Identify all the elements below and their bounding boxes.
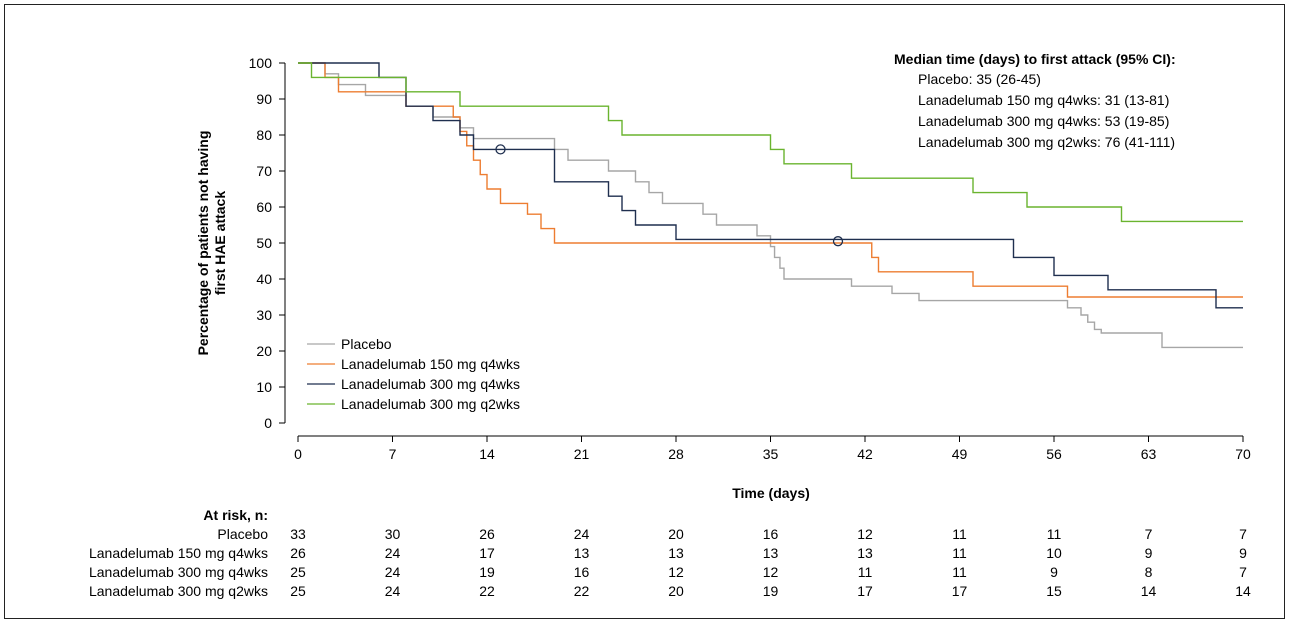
at-risk-value: 24 [385, 583, 401, 599]
at-risk-value: 16 [763, 526, 779, 542]
at-risk-value: 12 [763, 564, 779, 580]
at-risk-value: 26 [290, 545, 306, 561]
at-risk-row-label: Lanadelumab 300 mg q2wks [89, 583, 268, 599]
at-risk-value: 19 [763, 583, 779, 599]
y-tick-label: 60 [256, 199, 272, 215]
series-line-lanadelumab-300-mg-q4wks [298, 62, 1243, 309]
at-risk-value: 7 [1145, 526, 1153, 542]
x-tick-label: 35 [763, 446, 779, 462]
figure-frame [4, 4, 1285, 619]
y-ticks: 0 10 20 30 40 50 60 70 80 90 100 [249, 55, 285, 431]
x-tick-label: 21 [574, 446, 590, 462]
at-risk-value: 17 [479, 545, 495, 561]
at-risk-value: 22 [574, 583, 590, 599]
at-risk-value: 9 [1239, 545, 1247, 561]
x-tick-label: 63 [1141, 446, 1157, 462]
legend-label: Lanadelumab 300 mg q4wks [341, 376, 520, 392]
at-risk-value: 22 [479, 583, 495, 599]
at-risk-value: 26 [479, 526, 495, 542]
at-risk-row-label: Lanadelumab 150 mg q4wks [89, 545, 268, 561]
at-risk-row-label: Placebo [217, 526, 268, 542]
at-risk-value: 17 [952, 583, 968, 599]
at-risk-value: 13 [668, 545, 684, 561]
at-risk-value: 10 [1046, 545, 1062, 561]
y-tick-label: 40 [256, 271, 272, 287]
x-tick-label: 42 [857, 446, 873, 462]
at-risk-value: 13 [857, 545, 873, 561]
at-risk-value: 11 [1047, 526, 1062, 542]
x-tick-label: 49 [952, 446, 968, 462]
at-risk-value: 13 [574, 545, 590, 561]
annotation-line: Lanadelumab 300 mg q4wks: 53 (19-85) [918, 113, 1169, 129]
at-risk-value: 12 [668, 564, 684, 580]
y-axis-title-line-1: Percentage of patients not having [195, 131, 211, 356]
at-risk-value: 16 [574, 564, 590, 580]
x-ticks: 0 7 14 21 28 35 42 49 56 63 70 [294, 436, 1251, 462]
censor-markers [495, 144, 844, 247]
y-tick-label: 20 [256, 343, 272, 359]
at-risk-value: 9 [1145, 545, 1153, 561]
at-risk-value: 25 [290, 564, 306, 580]
at-risk-value: 19 [479, 564, 495, 580]
at-risk-value: 11 [858, 564, 873, 580]
legend: Placebo Lanadelumab 150 mg q4wks Lanadel… [307, 336, 520, 412]
y-tick-label: 80 [256, 127, 272, 143]
y-tick-label: 100 [249, 55, 273, 71]
at-risk-value: 11 [952, 545, 967, 561]
at-risk-value: 14 [1235, 583, 1251, 599]
at-risk-value: 14 [1141, 583, 1157, 599]
series-group [298, 62, 1243, 349]
y-tick-label: 90 [256, 91, 272, 107]
at-risk-value: 25 [290, 583, 306, 599]
x-tick-label: 14 [479, 446, 495, 462]
y-axis-title-line-2: first HAE attack [212, 191, 228, 295]
y-tick-label: 50 [256, 235, 272, 251]
annotation-line: Placebo: 35 (26-45) [918, 71, 1041, 87]
at-risk-value: 11 [952, 564, 967, 580]
at-risk-value: 30 [385, 526, 401, 542]
y-axis-title: Percentage of patients not having first … [195, 131, 228, 356]
at-risk-value: 33 [290, 526, 306, 542]
at-risk-value: 24 [574, 526, 590, 542]
annotation-line: Lanadelumab 150 mg q4wks: 31 (13-81) [918, 92, 1169, 108]
at-risk-value: 15 [1046, 583, 1062, 599]
at-risk-row-label: Lanadelumab 300 mg q4wks [89, 564, 268, 580]
at-risk-value: 9 [1050, 564, 1058, 580]
annotation-line: Lanadelumab 300 mg q2wks: 76 (41-111) [918, 134, 1175, 150]
at-risk-title: At risk, n: [203, 507, 268, 523]
median-annotation: Median time (days) to first attack (95% … [894, 51, 1176, 150]
at-risk-value: 8 [1145, 564, 1153, 580]
y-tick-label: 70 [256, 163, 272, 179]
at-risk-value: 24 [385, 545, 401, 561]
legend-label: Lanadelumab 150 mg q4wks [341, 356, 520, 372]
legend-label: Placebo [341, 336, 392, 352]
legend-label: Lanadelumab 300 mg q2wks [341, 396, 520, 412]
at-risk-value: 11 [952, 526, 967, 542]
at-risk-value: 7 [1239, 526, 1247, 542]
at-risk-value: 13 [763, 545, 779, 561]
x-tick-label: 56 [1046, 446, 1062, 462]
y-tick-label: 0 [264, 415, 272, 431]
at-risk-table: At risk, n: Placebo Lanadelumab 150 mg q… [89, 507, 1251, 599]
series-line-lanadelumab-300-mg-q2wks [298, 62, 1243, 223]
at-risk-value: 12 [857, 526, 873, 542]
censor-marker [495, 144, 506, 155]
y-tick-label: 30 [256, 307, 272, 323]
x-tick-label: 28 [668, 446, 684, 462]
at-risk-values: 33 30 26 24 20 16 12 11 11 7 7 26 24 17 13 13 13 13 11 10 9 9… [290, 526, 1251, 599]
x-tick-label: 7 [389, 446, 397, 462]
at-risk-value: 20 [668, 583, 684, 599]
at-risk-value: 24 [385, 564, 401, 580]
annotation-title: Median time (days) to first attack (95% … [894, 51, 1176, 67]
at-risk-value: 7 [1239, 564, 1247, 580]
x-tick-label: 70 [1235, 446, 1251, 462]
y-tick-label: 10 [256, 379, 272, 395]
at-risk-value: 20 [668, 526, 684, 542]
x-tick-label: 0 [294, 446, 302, 462]
x-axis-title: Time (days) [732, 485, 810, 501]
censor-marker [832, 236, 844, 247]
at-risk-value: 17 [857, 583, 873, 599]
